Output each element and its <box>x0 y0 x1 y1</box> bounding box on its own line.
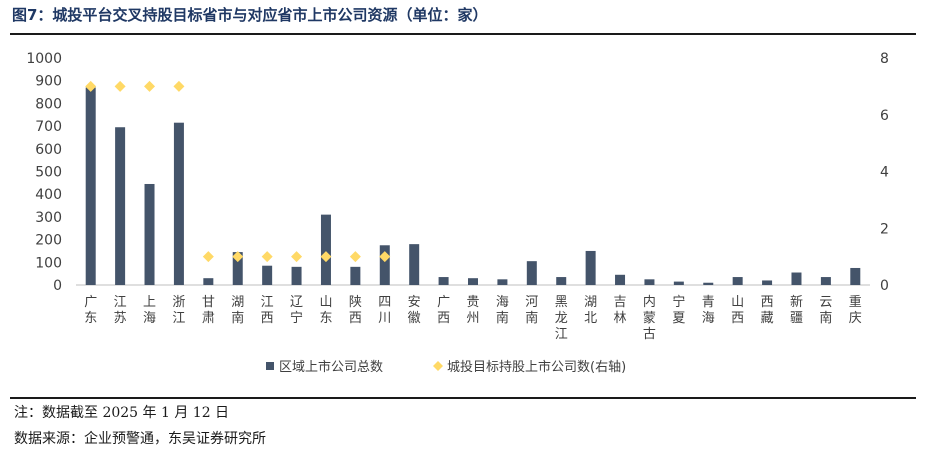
category-label: 山西 <box>731 295 744 326</box>
left-axis-tick-label: 100 <box>35 255 62 271</box>
diamond-marker <box>261 251 273 263</box>
category-label: 浙江 <box>172 295 185 326</box>
bar <box>203 278 214 285</box>
legend-marker-label: 城投目标持股上市公司数(右轴) <box>447 359 626 375</box>
category-label: 广东 <box>84 295 97 326</box>
category-label: 河南 <box>525 295 538 326</box>
left-axis-tick-label: 400 <box>35 187 62 203</box>
category-label: 广西 <box>437 295 450 326</box>
diamond-marker <box>144 80 156 92</box>
bar <box>262 265 273 285</box>
bar <box>291 266 302 285</box>
category-label: 陕西 <box>349 295 362 326</box>
top-rule <box>10 33 916 35</box>
bar <box>409 244 420 285</box>
legend-bar-label: 区域上市公司总数 <box>279 359 383 375</box>
diamond-marker <box>202 251 214 263</box>
category-label: 上海 <box>143 295 156 326</box>
category-label: 云南 <box>819 295 832 326</box>
left-axis-tick-label: 500 <box>35 165 62 181</box>
right-axis-tick-label: 6 <box>880 108 889 124</box>
bottom-rule <box>10 397 916 399</box>
diamond-marker <box>232 251 244 263</box>
bar-series <box>85 87 861 285</box>
data-date-note: 注：数据截至 2025 年 1 月 12 日 <box>14 405 230 421</box>
bar <box>232 252 243 285</box>
bar <box>497 279 508 285</box>
diamond-marker <box>349 251 361 263</box>
marker-series <box>85 80 391 263</box>
bar <box>556 277 567 285</box>
category-label: 辽宁 <box>290 295 303 326</box>
bar <box>468 278 478 285</box>
bar <box>85 87 96 285</box>
category-label: 黑龙江 <box>555 295 568 342</box>
diamond-marker <box>114 80 126 92</box>
combo-chart: 0 100 200 300 400 500 600 700 800 900 1000 0 2 4 6 8 广东… <box>26 51 889 375</box>
diamond-marker <box>379 251 391 263</box>
chart-title: 图7：城投平台交叉持股目标省市与对应省市上市公司资源（单位：家） <box>12 6 488 24</box>
category-label: 安徽 <box>408 295 421 326</box>
left-axis-tick-label: 200 <box>35 233 62 249</box>
category-label: 江苏 <box>114 295 127 326</box>
category-label: 吉林 <box>614 295 627 326</box>
legend-bar-swatch <box>266 362 274 370</box>
bar <box>820 277 831 285</box>
diamond-marker <box>320 251 332 263</box>
bar <box>644 279 655 285</box>
bar <box>732 277 743 285</box>
left-axis-tick-label: 300 <box>35 210 62 226</box>
bar <box>673 281 684 285</box>
right-axis-tick-label: 2 <box>880 221 889 237</box>
right-axis-tick-label: 0 <box>880 278 889 294</box>
bar <box>173 122 184 285</box>
legend-marker-swatch <box>433 361 443 371</box>
category-label: 湖南 <box>231 295 244 326</box>
left-axis-tick-label: 1000 <box>26 51 62 67</box>
bar <box>850 267 861 285</box>
bar <box>703 282 714 285</box>
bar <box>762 280 773 285</box>
bar <box>526 261 537 285</box>
diamond-marker <box>85 80 97 92</box>
data-source-note: 数据来源：企业预警通，东吴证券研究所 <box>14 431 266 447</box>
category-label: 四川 <box>378 295 391 326</box>
bar <box>379 245 390 285</box>
diamond-marker <box>173 80 185 92</box>
left-axis-tick-label: 800 <box>35 96 62 112</box>
category-label: 甘肃 <box>202 295 215 326</box>
category-label: 宁夏 <box>672 294 685 326</box>
category-label: 海南 <box>496 295 509 326</box>
left-axis-tick-label: 600 <box>35 142 62 158</box>
bar <box>350 266 361 285</box>
category-label: 山东 <box>319 295 332 326</box>
bar <box>115 127 126 285</box>
left-axis-tick-label: 0 <box>53 278 62 294</box>
right-axis-tick-label: 8 <box>880 51 889 67</box>
diamond-marker <box>291 251 303 263</box>
left-axis-tick-label: 700 <box>35 119 62 135</box>
category-label: 青海 <box>702 295 715 326</box>
category-label: 重庆 <box>849 294 862 326</box>
bar <box>144 183 155 285</box>
category-label: 贵州 <box>466 295 479 326</box>
category-label: 内蒙古 <box>643 294 656 342</box>
left-axis-tick-label: 900 <box>35 74 62 90</box>
right-axis-tick-label: 4 <box>880 165 889 181</box>
category-label: 新疆 <box>790 294 803 326</box>
category-label: 湖北 <box>584 295 597 326</box>
bar <box>320 214 331 285</box>
legend: 区域上市公司总数 城投目标持股上市公司数(右轴) <box>266 359 626 375</box>
bar <box>615 274 626 285</box>
category-label: 江西 <box>261 295 274 326</box>
category-label: 西藏 <box>761 295 774 326</box>
bar <box>585 250 596 285</box>
bar <box>438 277 449 285</box>
bar <box>791 272 802 285</box>
axes: 0 100 200 300 400 500 600 700 800 900 1000 0 2 4 6 8 <box>26 51 889 294</box>
